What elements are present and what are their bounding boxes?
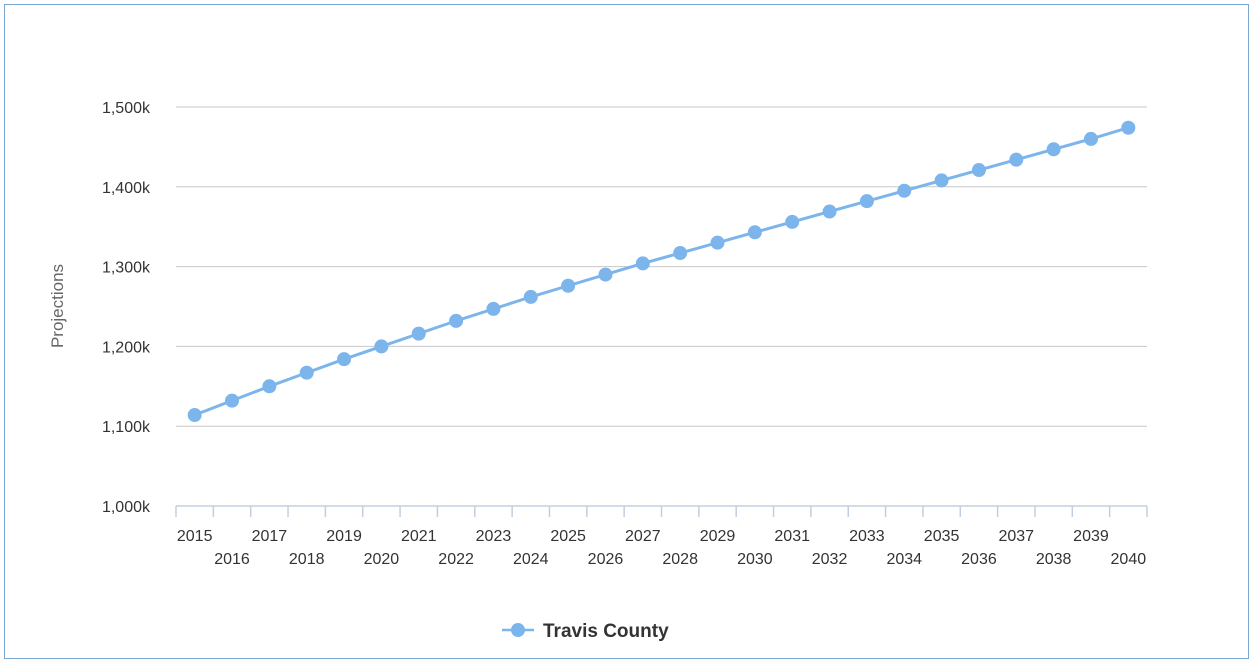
- x-tick-label: 2035: [924, 528, 960, 545]
- data-point[interactable]: [523, 289, 538, 304]
- x-tick-label: 2024: [513, 551, 549, 568]
- data-point[interactable]: [785, 214, 800, 229]
- data-point[interactable]: [411, 326, 426, 341]
- legend[interactable]: Travis County: [502, 621, 669, 642]
- data-point[interactable]: [337, 352, 352, 367]
- series-travis-county[interactable]: [187, 120, 1136, 423]
- data-point[interactable]: [822, 204, 837, 219]
- x-tick-label: 2018: [289, 551, 325, 568]
- x-tick-label: 2023: [476, 528, 512, 545]
- data-point[interactable]: [262, 379, 277, 394]
- data-point[interactable]: [747, 225, 762, 240]
- y-tick-label: 1,100k: [102, 419, 151, 436]
- y-tick-label: 1,300k: [102, 260, 151, 277]
- legend-item-travis-county[interactable]: Travis County: [543, 621, 669, 642]
- x-tick-label: 2032: [812, 551, 848, 568]
- legend-point-marker: [511, 623, 525, 637]
- chart-container: [4, 4, 1249, 659]
- x-tick-label: 2038: [1036, 551, 1072, 568]
- y-tick-label: 1,000k: [102, 499, 151, 516]
- data-point[interactable]: [561, 278, 576, 293]
- x-tick-label: 2029: [700, 528, 736, 545]
- data-point[interactable]: [897, 183, 912, 198]
- x-tick-label: 2037: [998, 528, 1034, 545]
- y-tick-label: 1,500k: [102, 100, 151, 117]
- data-point[interactable]: [934, 173, 949, 188]
- data-point[interactable]: [635, 256, 650, 271]
- data-point[interactable]: [710, 235, 725, 250]
- y-tick-label: 1,400k: [102, 180, 151, 197]
- x-tick-label: 2017: [252, 528, 288, 545]
- x-tick-label: 2019: [326, 528, 362, 545]
- series-line: [194, 126, 1129, 417]
- x-tick-label: 2039: [1073, 528, 1109, 545]
- data-point[interactable]: [859, 194, 874, 209]
- data-point[interactable]: [449, 313, 464, 328]
- data-point[interactable]: [1083, 131, 1098, 146]
- data-point[interactable]: [187, 408, 202, 423]
- y-axis-title: Projections: [48, 264, 67, 348]
- x-tick-label: 2036: [961, 551, 997, 568]
- data-point[interactable]: [1121, 120, 1136, 135]
- x-tick-label: 2030: [737, 551, 773, 568]
- y-axis-ticks: 1,000k 1,100k 1,200k 1,300k 1,400k 1,500k: [102, 100, 151, 516]
- data-point[interactable]: [486, 301, 501, 316]
- x-tick-label: 2020: [364, 551, 400, 568]
- data-point[interactable]: [1046, 142, 1061, 157]
- x-tick-label: 2027: [625, 528, 661, 545]
- data-point[interactable]: [374, 339, 389, 354]
- data-point[interactable]: [1009, 152, 1024, 167]
- data-point[interactable]: [299, 365, 314, 380]
- x-tick-label: 2022: [438, 551, 474, 568]
- x-tick-label: 2026: [588, 551, 624, 568]
- x-tick-label: 2031: [774, 528, 810, 545]
- data-point[interactable]: [598, 267, 613, 282]
- x-tick-label: 2040: [1111, 551, 1147, 568]
- grid-lines: [176, 106, 1147, 427]
- x-tick-label: 2016: [214, 551, 250, 568]
- x-tick-label: 2021: [401, 528, 437, 545]
- x-tick-label: 2025: [550, 528, 586, 545]
- x-tick-label: 2028: [662, 551, 698, 568]
- data-point[interactable]: [225, 393, 240, 408]
- x-tick-label: 2033: [849, 528, 885, 545]
- data-point[interactable]: [673, 246, 688, 261]
- data-point[interactable]: [971, 163, 986, 178]
- x-axis: 2015201620172018201920202021202220232024…: [175, 505, 1148, 568]
- x-tick-label: 2015: [177, 528, 213, 545]
- y-tick-label: 1,200k: [102, 339, 151, 356]
- x-tick-label: 2034: [886, 551, 922, 568]
